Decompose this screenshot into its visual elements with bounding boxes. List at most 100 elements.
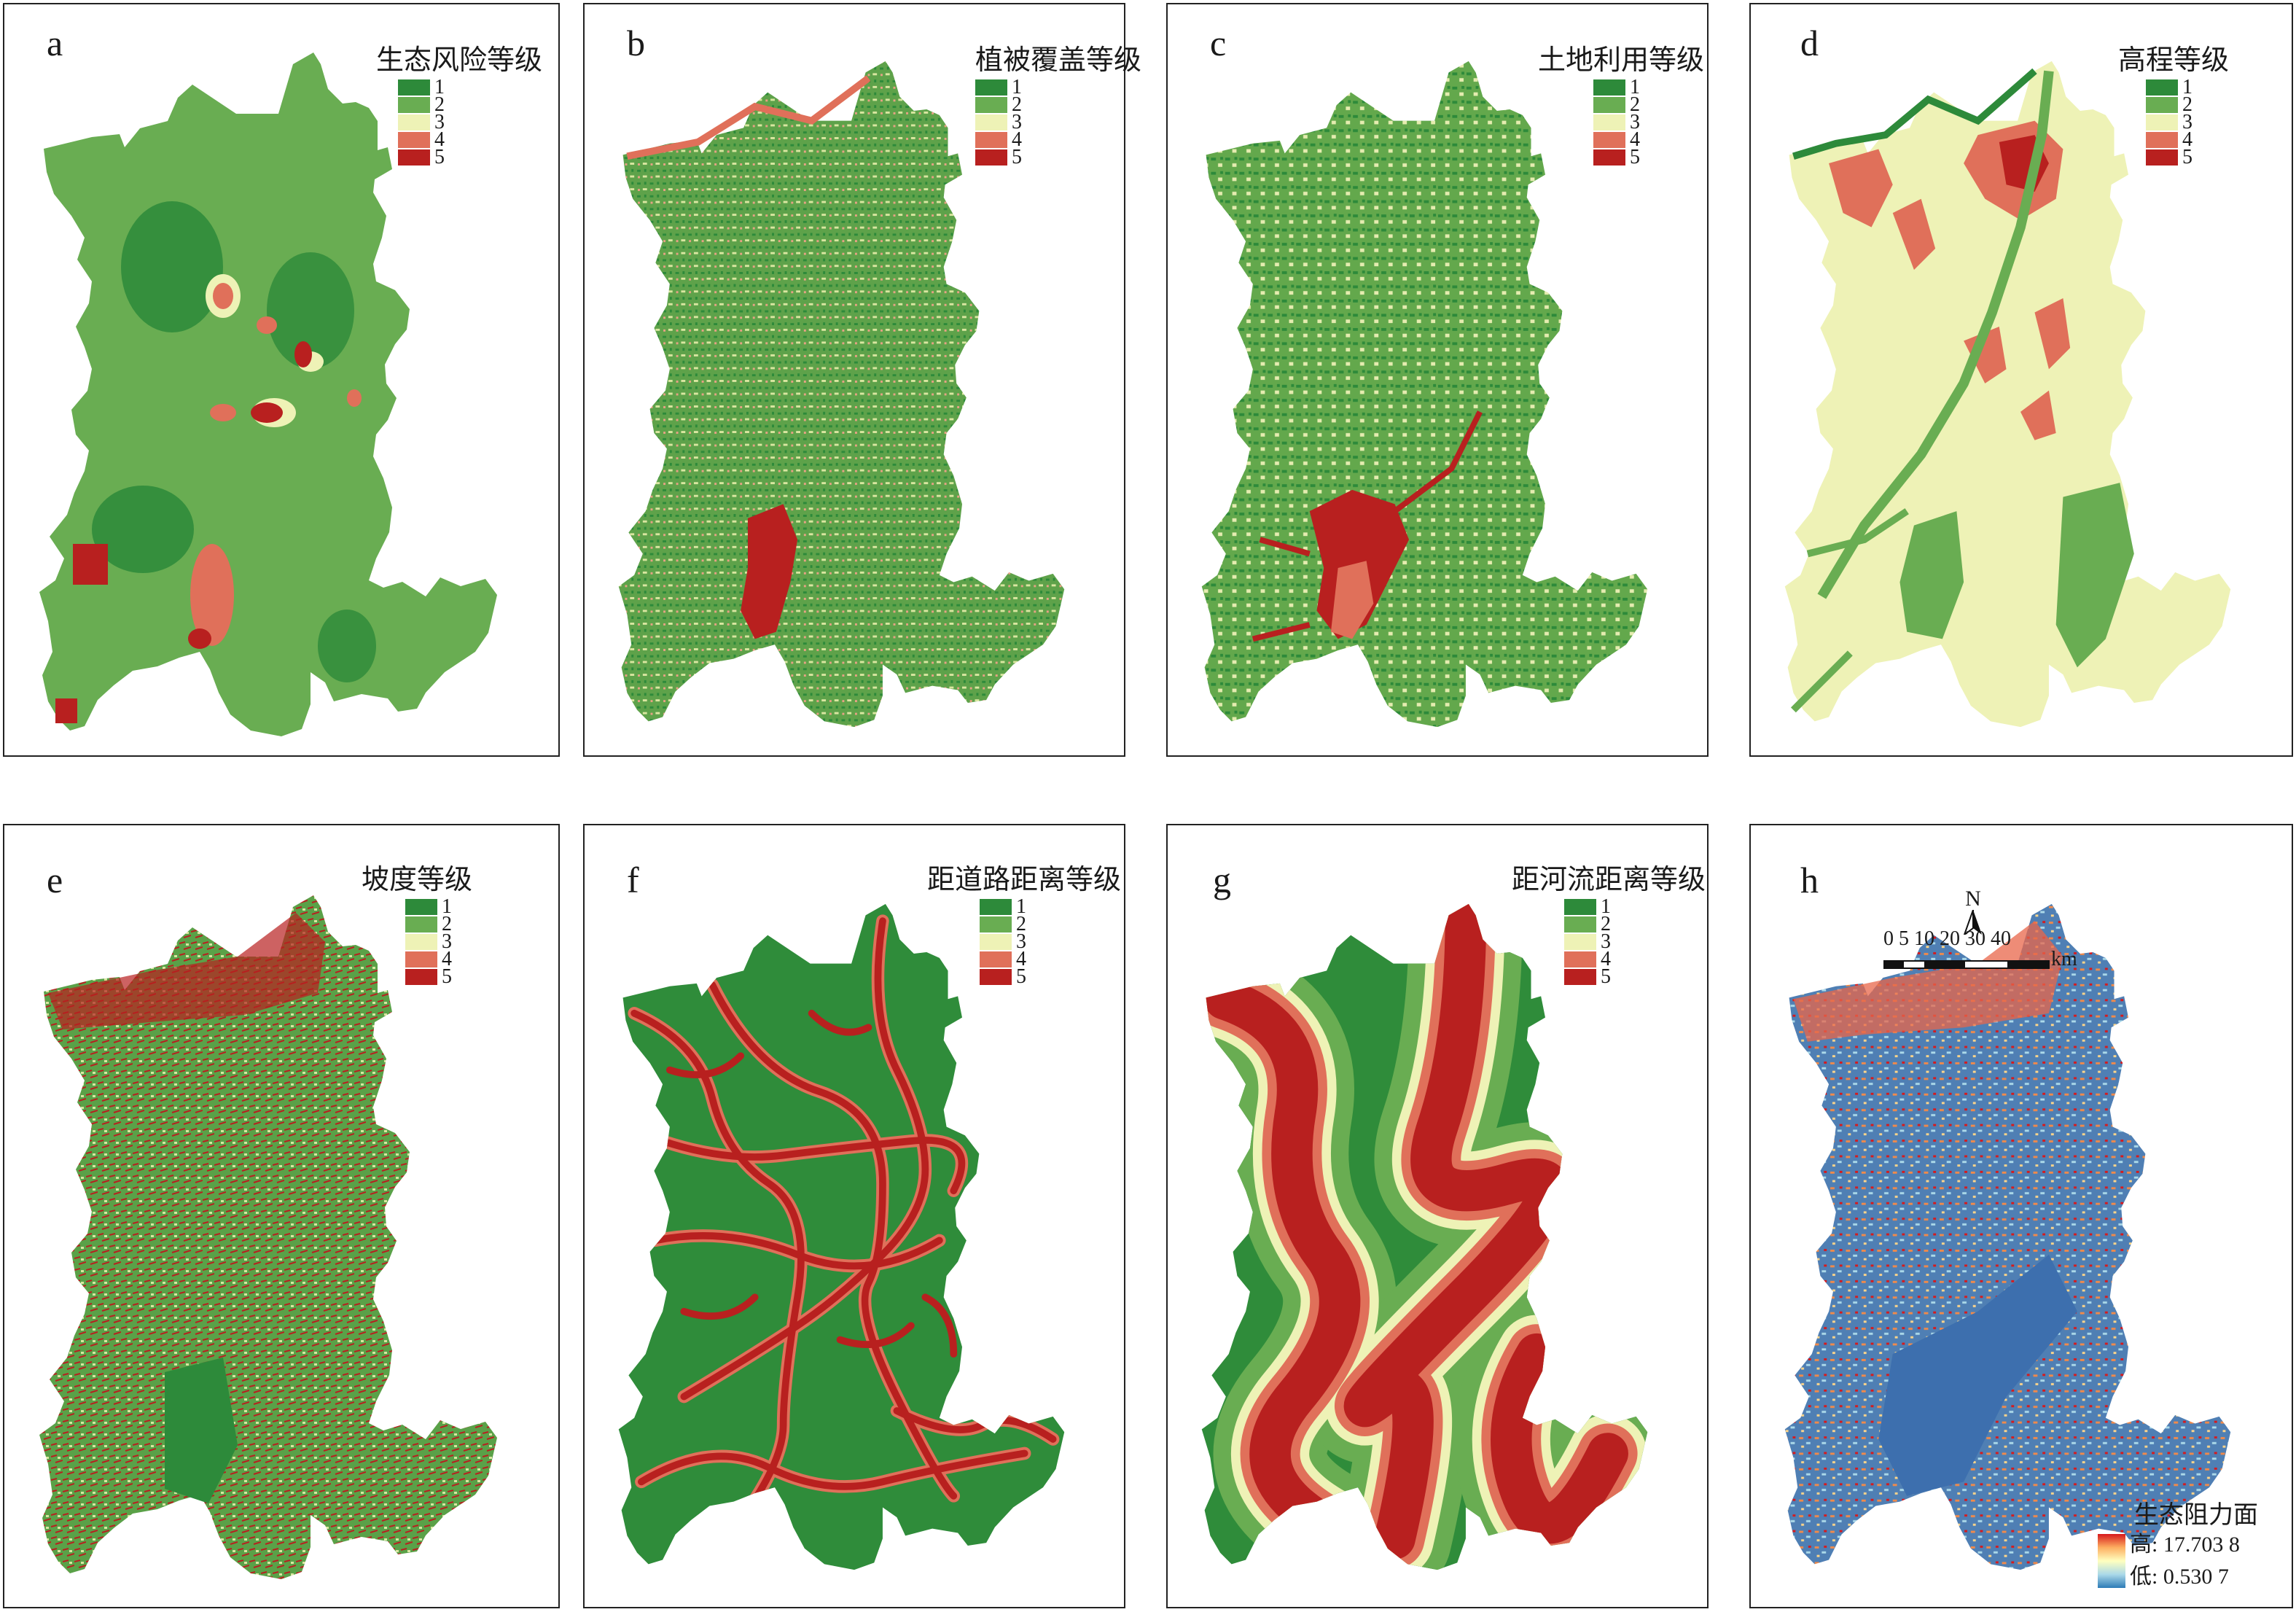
flat-basin bbox=[165, 1358, 238, 1503]
legend-title: 距道路距离等级 bbox=[927, 865, 1122, 895]
urban-core bbox=[741, 504, 798, 639]
legend-title: 生态风险等级 bbox=[376, 45, 543, 76]
legend-g: 距河流距离等级 1 2 3 4 5 bbox=[1512, 865, 1706, 987]
high-resistance-zone bbox=[1793, 921, 2063, 1042]
resistance-gradient-bar bbox=[2098, 1534, 2125, 1588]
basin-lowland bbox=[2055, 483, 2134, 668]
north-arrow-icon bbox=[1962, 909, 1982, 937]
risk-high-patch bbox=[294, 341, 312, 367]
elevation-high-zone bbox=[1829, 149, 1893, 227]
legend-label: 1 bbox=[2182, 76, 2192, 98]
legend-label: 1 bbox=[1012, 76, 1022, 98]
legend-e: 坡度等级 1 2 3 4 5 bbox=[362, 866, 472, 988]
map-river-distance bbox=[1201, 903, 1648, 1570]
legend-label: 5 bbox=[1012, 146, 1022, 168]
risk-low-patch bbox=[121, 201, 223, 332]
north-arrow: N bbox=[1962, 888, 1984, 938]
legend-label: 4 bbox=[2182, 128, 2192, 151]
resistance-low-label: 低: 0.530 7 bbox=[2130, 1565, 2229, 1589]
legend-label: 2 bbox=[1630, 93, 1640, 116]
legend-label: 2 bbox=[434, 93, 445, 116]
legend-label: 3 bbox=[1012, 111, 1022, 133]
risk-low-patch bbox=[318, 610, 376, 682]
risk-high-patch bbox=[257, 316, 277, 334]
panel-f: f bbox=[583, 824, 1125, 1608]
legend-label: 4 bbox=[442, 948, 452, 970]
elevation-high-zone bbox=[2020, 390, 2056, 440]
panel-letter: g bbox=[1213, 860, 1231, 900]
resistance-legend: 生态阻力面 高: 17.703 8 低: 0.530 7 bbox=[2098, 1503, 2258, 1588]
legend-label: 1 bbox=[1601, 895, 1611, 918]
legend-label: 3 bbox=[434, 111, 445, 133]
risk-high-patch bbox=[188, 628, 211, 649]
map-land-use bbox=[1201, 61, 1648, 728]
risk-high-patch bbox=[213, 283, 233, 309]
map-slope bbox=[39, 895, 497, 1579]
legend-c: 土地利用等级 1 2 3 4 5 bbox=[1538, 45, 1705, 168]
legend-label: 5 bbox=[2182, 146, 2192, 168]
map-vegetation-cover bbox=[618, 61, 1065, 728]
risk-low-patch bbox=[92, 486, 194, 573]
valley-lowland bbox=[1790, 508, 1909, 713]
legend-title: 距河流距离等级 bbox=[1512, 865, 1706, 895]
panel-a: a 生态风险等级 1 2 3 4 5 bbox=[3, 3, 560, 757]
panel-letter: h bbox=[1800, 860, 1819, 900]
panel-letter: c bbox=[1210, 23, 1227, 63]
region-outline bbox=[618, 903, 1065, 1570]
panel-letter: b bbox=[627, 23, 645, 63]
risk-high-patch bbox=[190, 544, 234, 646]
basin-lowland bbox=[1899, 511, 1964, 639]
risk-high-patch bbox=[55, 698, 77, 723]
legend-label: 2 bbox=[442, 913, 452, 935]
scale-ticks: 0 5 10 20 30 40 bbox=[1883, 927, 2011, 950]
panel-c: c 土地利用等级 1 2 3 4 5 bbox=[1166, 3, 1709, 757]
legend-b: 植被覆盖等级 1 2 3 4 5 bbox=[975, 47, 1141, 168]
legend-title: 高程等级 bbox=[2118, 45, 2230, 76]
scale-bar-graphic bbox=[1883, 960, 2050, 969]
steep-zone bbox=[48, 913, 325, 1029]
degraded-edge bbox=[626, 75, 871, 160]
river-buffers bbox=[1201, 903, 1648, 1570]
scale-bar: 0 5 10 20 30 40 km bbox=[1883, 929, 2077, 970]
legend-label: 4 bbox=[1630, 128, 1640, 151]
elevation-high-zone bbox=[1892, 198, 1936, 270]
legend-label: 1 bbox=[1016, 895, 1026, 918]
north-label: N bbox=[1965, 887, 1981, 911]
valley-lowland bbox=[1792, 68, 2037, 160]
legend-f: 距道路距离等级 1 2 3 4 5 bbox=[927, 865, 1122, 987]
elevation-high-zone bbox=[2034, 298, 2071, 370]
region-outline bbox=[618, 61, 1065, 728]
panel-g: g bbox=[1166, 824, 1709, 1608]
legend-label: 5 bbox=[434, 146, 445, 168]
legend-label: 4 bbox=[434, 128, 445, 151]
legend-label: 3 bbox=[2182, 111, 2192, 133]
valley-lowland bbox=[1817, 70, 2054, 599]
legend-title: 土地利用等级 bbox=[1538, 45, 1705, 76]
panel-h: h N 0 5 10 20 30 40 km bbox=[1749, 824, 2293, 1608]
legend-label: 1 bbox=[442, 895, 452, 918]
risk-high-patch bbox=[73, 544, 108, 585]
legend-label: 5 bbox=[442, 965, 452, 988]
risk-high-patch bbox=[251, 402, 283, 423]
legend-label: 1 bbox=[434, 76, 445, 98]
legend-label: 4 bbox=[1012, 128, 1022, 151]
region-outline bbox=[1201, 61, 1648, 728]
risk-high-patch bbox=[210, 404, 236, 421]
legend-label: 3 bbox=[1601, 930, 1611, 953]
low-resistance-basin bbox=[1878, 1254, 2077, 1496]
built-strip bbox=[1252, 410, 1483, 642]
legend-a: 生态风险等级 1 2 3 4 5 bbox=[376, 45, 543, 168]
panel-letter: a bbox=[47, 23, 63, 63]
legend-label: 4 bbox=[1601, 948, 1611, 970]
legend-d: 高程等级 1 2 3 4 5 bbox=[2096, 45, 2230, 168]
panel-b: b 植被覆盖等级 1 2 3 4 5 bbox=[583, 3, 1141, 757]
scale-unit: km bbox=[2051, 948, 2077, 970]
legend-label: 2 bbox=[1012, 93, 1022, 116]
panel-letter: d bbox=[1800, 23, 1819, 63]
panel-d: d 高程等级 1 2 3 4 5 bbox=[1749, 3, 2293, 757]
elevation-high-zone bbox=[1964, 326, 2007, 383]
risk-low-patch bbox=[267, 252, 354, 369]
legend-label: 3 bbox=[1630, 111, 1640, 133]
risk-high-patch bbox=[347, 389, 362, 407]
panel-letter: f bbox=[627, 860, 639, 900]
